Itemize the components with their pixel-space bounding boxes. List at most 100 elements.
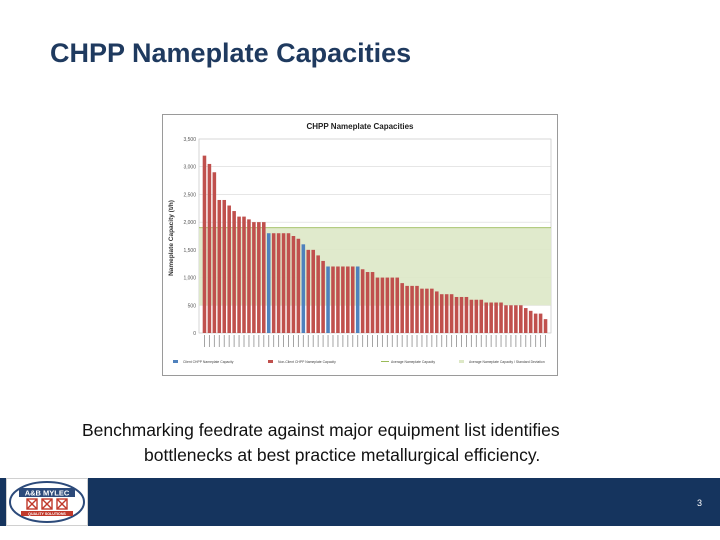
bar bbox=[326, 266, 330, 333]
bar bbox=[479, 299, 484, 333]
bar bbox=[519, 305, 523, 333]
bar bbox=[474, 299, 479, 333]
bar bbox=[543, 319, 548, 333]
legend-swatch bbox=[459, 360, 464, 363]
bar bbox=[350, 266, 355, 333]
caption: Benchmarking feedrate against major equi… bbox=[82, 418, 662, 468]
bar bbox=[341, 266, 345, 333]
bar bbox=[444, 294, 449, 333]
bar bbox=[523, 308, 528, 333]
bar bbox=[509, 305, 513, 333]
bar bbox=[311, 249, 315, 333]
bar bbox=[380, 277, 385, 333]
logo-subtext: QUALITY SOLUTIONS bbox=[28, 512, 66, 516]
bar bbox=[425, 288, 429, 333]
bar bbox=[360, 269, 365, 333]
y-tick-label: 0 bbox=[193, 331, 196, 337]
bar bbox=[286, 233, 291, 333]
bar bbox=[222, 199, 227, 333]
bar bbox=[281, 233, 286, 333]
bar bbox=[365, 272, 370, 333]
bar bbox=[212, 172, 217, 333]
bar bbox=[469, 299, 474, 333]
bar bbox=[346, 266, 350, 333]
bar bbox=[375, 277, 380, 333]
bar bbox=[464, 296, 469, 333]
logo-text: A&B MYLEC bbox=[25, 489, 70, 498]
page-number: 3 bbox=[696, 498, 702, 508]
bar bbox=[257, 222, 261, 333]
bar bbox=[242, 216, 246, 333]
bar bbox=[252, 222, 256, 333]
chart-bars bbox=[202, 155, 548, 333]
bar bbox=[435, 291, 439, 333]
bar bbox=[316, 255, 320, 333]
bar bbox=[390, 277, 395, 333]
bar bbox=[331, 266, 335, 333]
y-tick-label: 3,000 bbox=[183, 165, 196, 171]
bar bbox=[420, 288, 424, 333]
bar bbox=[202, 155, 207, 333]
bar bbox=[266, 233, 271, 333]
bar bbox=[395, 277, 400, 333]
bar bbox=[439, 294, 444, 333]
chart-legend: Client CHPP Nameplate Capacity Non-Client… bbox=[173, 360, 545, 364]
bar bbox=[415, 285, 419, 333]
bar bbox=[405, 285, 409, 333]
caption-line-1: Benchmarking feedrate against major equi… bbox=[82, 420, 560, 440]
bar bbox=[276, 233, 281, 333]
std-dev-band bbox=[199, 227, 551, 306]
chart-band bbox=[199, 227, 551, 306]
chart-frame: CHPP Nameplate Capacities Nameplate Capa… bbox=[162, 114, 558, 376]
legend-label: Average Nameplate Capacity bbox=[391, 360, 435, 364]
bar bbox=[321, 260, 325, 333]
bar bbox=[306, 249, 311, 333]
y-tick-label: 1,500 bbox=[183, 248, 196, 254]
bar bbox=[217, 199, 222, 333]
legend-label: Client CHPP Nameplate Capacity bbox=[183, 360, 234, 364]
bar bbox=[355, 266, 360, 333]
bar bbox=[533, 313, 538, 333]
bar bbox=[410, 285, 414, 333]
footer-bar bbox=[0, 478, 720, 526]
bar bbox=[499, 302, 503, 333]
x-axis-ticks bbox=[204, 335, 546, 347]
bar bbox=[336, 266, 340, 333]
bar bbox=[454, 296, 459, 333]
bar bbox=[528, 310, 533, 333]
bar bbox=[494, 302, 498, 333]
y-tick-label: 2,000 bbox=[183, 220, 196, 226]
bar bbox=[484, 302, 488, 333]
bar bbox=[296, 238, 301, 333]
bar bbox=[489, 302, 493, 333]
bar bbox=[514, 305, 518, 333]
bar bbox=[237, 216, 241, 333]
legend-label: Average Nameplate Capacity / Standard De… bbox=[469, 360, 545, 364]
chart-title: CHPP Nameplate Capacities bbox=[306, 122, 414, 131]
bar bbox=[232, 211, 236, 333]
bar bbox=[271, 233, 276, 333]
slide-title: CHPP Nameplate Capacities bbox=[50, 38, 412, 68]
legend-swatch bbox=[268, 360, 273, 363]
bar bbox=[291, 236, 296, 333]
bar bbox=[262, 222, 266, 333]
y-tick-label: 2,500 bbox=[183, 192, 196, 198]
bar bbox=[227, 205, 231, 333]
bar bbox=[370, 272, 375, 333]
bar bbox=[247, 219, 251, 333]
bar bbox=[385, 277, 390, 333]
bar bbox=[430, 288, 434, 333]
bar bbox=[459, 296, 464, 333]
bar-chart: CHPP Nameplate Capacities Nameplate Capa… bbox=[168, 122, 552, 364]
bar bbox=[207, 163, 212, 333]
caption-line-2: bottlenecks at best practice metallurgic… bbox=[144, 445, 541, 465]
bar bbox=[504, 305, 508, 333]
y-axis-label: Nameplate Capacity (t/h) bbox=[168, 200, 175, 276]
bar bbox=[449, 294, 454, 333]
y-tick-label: 1,000 bbox=[183, 276, 196, 282]
bar bbox=[400, 283, 404, 333]
y-tick-label: 3,500 bbox=[183, 137, 196, 143]
legend-label: Non-Client CHPP Nameplate Capacity bbox=[278, 360, 336, 364]
logo-graphic: A&B MYLEC QUALITY SOLUTIONS bbox=[9, 481, 85, 523]
bar bbox=[301, 244, 306, 333]
